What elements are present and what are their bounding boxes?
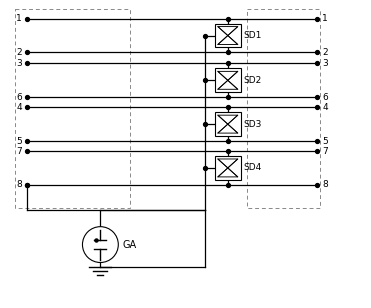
- Text: 2: 2: [322, 48, 328, 57]
- Bar: [215, 24, 241, 47]
- Bar: [15, 9, 130, 208]
- Text: SD2: SD2: [244, 76, 262, 85]
- Text: 8: 8: [16, 180, 22, 189]
- Text: 4: 4: [322, 103, 328, 112]
- Text: GA: GA: [122, 240, 137, 249]
- Text: SD1: SD1: [244, 31, 262, 40]
- Text: 8: 8: [322, 180, 328, 189]
- Bar: [215, 112, 241, 136]
- Bar: [215, 156, 241, 180]
- Bar: [247, 9, 321, 208]
- Text: SD3: SD3: [244, 120, 262, 129]
- Text: 1: 1: [16, 14, 22, 23]
- Text: 2: 2: [16, 48, 22, 57]
- Circle shape: [82, 227, 118, 262]
- Text: 6: 6: [322, 93, 328, 102]
- Text: 6: 6: [16, 93, 22, 102]
- Text: 5: 5: [16, 136, 22, 146]
- Text: 4: 4: [16, 103, 22, 112]
- Text: 1: 1: [322, 14, 328, 23]
- Text: 3: 3: [322, 59, 328, 68]
- Text: 3: 3: [16, 59, 22, 68]
- Text: 5: 5: [322, 136, 328, 146]
- Text: SD4: SD4: [244, 164, 262, 172]
- Text: 7: 7: [322, 147, 328, 156]
- Text: 7: 7: [16, 147, 22, 156]
- Bar: [215, 68, 241, 92]
